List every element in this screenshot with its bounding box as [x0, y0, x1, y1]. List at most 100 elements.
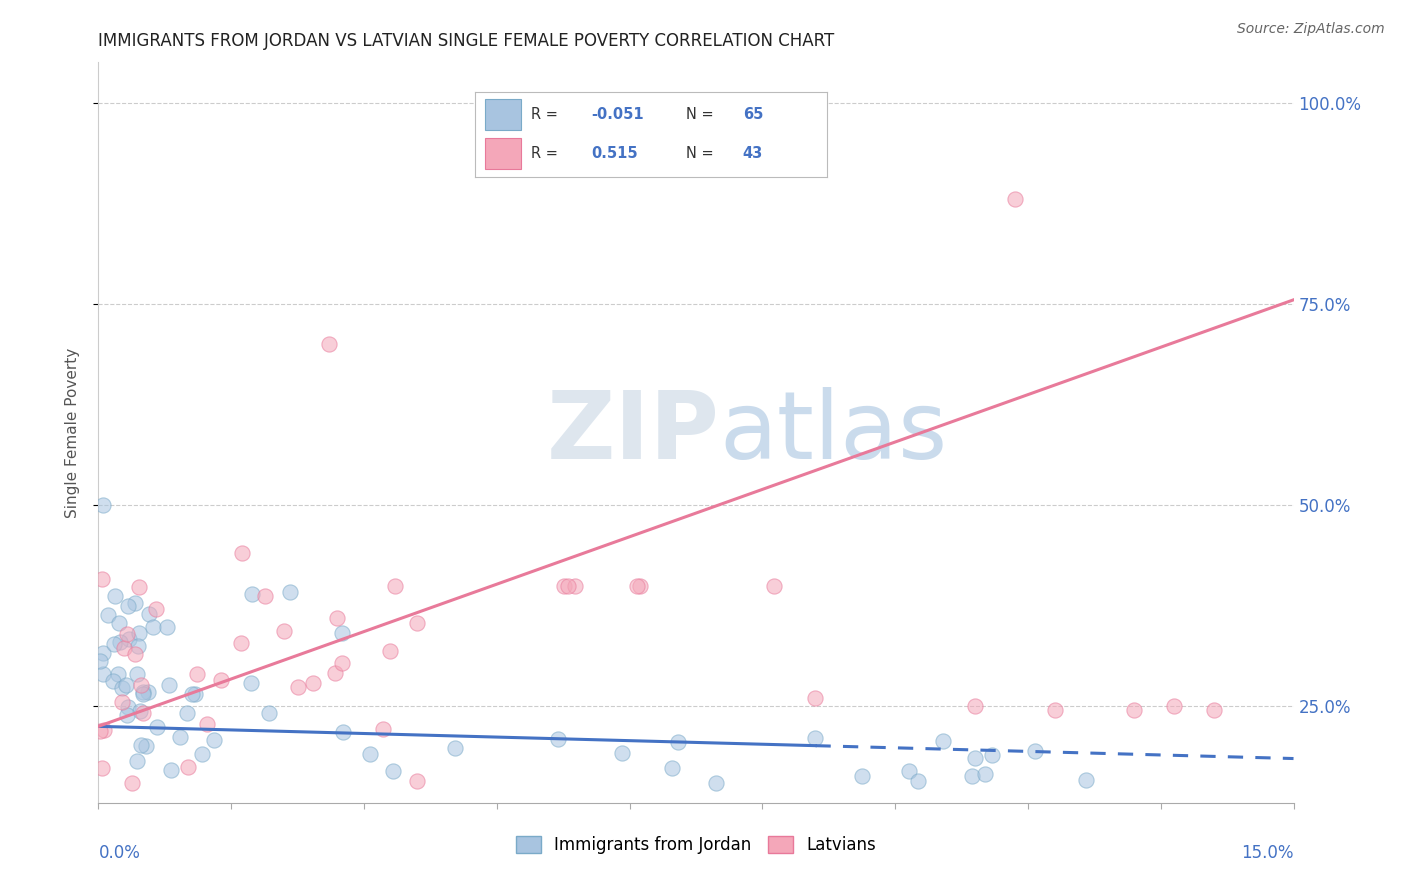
Point: [177, 759, 200, 773]
Point: [180, 687, 202, 701]
Point: [128, 704, 150, 718]
Point: [108, 634, 131, 648]
Point: [406, 773, 429, 788]
Point: [142, 620, 165, 634]
Point: [1004, 192, 1026, 206]
Point: [406, 616, 429, 631]
Point: [131, 687, 153, 701]
Point: [326, 611, 349, 625]
Point: [124, 596, 146, 610]
Point: [302, 675, 325, 690]
Point: [107, 666, 129, 681]
Legend: Immigrants from Jordan, Latvians: Immigrants from Jordan, Latvians: [509, 830, 883, 861]
Text: 15.0%: 15.0%: [1241, 844, 1294, 862]
Text: atlas: atlas: [720, 386, 948, 479]
Point: [980, 747, 1002, 762]
Point: [131, 739, 153, 753]
Point: [253, 590, 276, 604]
Text: IMMIGRANTS FROM JORDAN VS LATVIAN SINGLE FEMALE POVERTY CORRELATION CHART: IMMIGRANTS FROM JORDAN VS LATVIAN SINGLE…: [98, 32, 835, 50]
Point: [90, 572, 112, 586]
Point: [128, 580, 150, 594]
Point: [706, 775, 728, 789]
Point: [626, 578, 648, 592]
Point: [132, 684, 155, 698]
Point: [195, 716, 218, 731]
Point: [1024, 744, 1046, 758]
Point: [127, 639, 149, 653]
Point: [115, 627, 138, 641]
Point: [89, 654, 111, 668]
Point: [135, 739, 157, 754]
Point: [115, 678, 138, 692]
Point: [628, 578, 651, 592]
Point: [240, 676, 263, 690]
Point: [117, 599, 139, 614]
Point: [557, 578, 579, 592]
Point: [111, 681, 134, 695]
Point: [128, 626, 150, 640]
Point: [1202, 703, 1225, 717]
Point: [381, 764, 404, 778]
Point: [932, 734, 955, 748]
Point: [125, 754, 148, 768]
Point: [278, 585, 301, 599]
Point: [156, 619, 179, 633]
Point: [960, 769, 983, 783]
Point: [93, 723, 115, 737]
Point: [332, 656, 354, 670]
Point: [330, 626, 353, 640]
Point: [610, 746, 633, 760]
Point: [332, 724, 354, 739]
Point: [1163, 699, 1185, 714]
Point: [160, 764, 183, 778]
Point: [108, 616, 131, 631]
Point: [169, 730, 191, 744]
Point: [93, 498, 115, 512]
Point: [117, 708, 139, 723]
Point: [763, 578, 786, 592]
Point: [104, 589, 127, 603]
Point: [273, 624, 295, 638]
Point: [132, 706, 155, 721]
Point: [231, 636, 253, 650]
Point: [191, 747, 214, 761]
Point: [129, 678, 152, 692]
Point: [963, 699, 986, 714]
Point: [666, 735, 689, 749]
Point: [804, 691, 827, 706]
Point: [146, 720, 169, 734]
Point: [231, 546, 253, 560]
Point: [118, 632, 141, 647]
Point: [125, 667, 148, 681]
Point: [136, 685, 159, 699]
Point: [257, 706, 280, 721]
Point: [209, 673, 232, 688]
Point: [371, 722, 394, 736]
Point: [101, 673, 124, 688]
Point: [443, 741, 465, 756]
Point: [176, 706, 198, 721]
Point: [380, 644, 402, 658]
Point: [907, 773, 929, 788]
Point: [965, 751, 987, 765]
Point: [359, 747, 381, 762]
Point: [323, 666, 346, 681]
Point: [564, 578, 586, 592]
Point: [547, 732, 569, 747]
Point: [91, 646, 114, 660]
Point: [974, 767, 997, 781]
Point: [186, 667, 208, 681]
Point: [202, 733, 225, 747]
Point: [157, 678, 180, 692]
Point: [90, 761, 112, 775]
Point: [117, 700, 139, 714]
Point: [804, 731, 827, 745]
Point: [103, 637, 125, 651]
Point: [121, 775, 143, 789]
Point: [89, 723, 111, 738]
Point: [384, 578, 406, 592]
Point: [91, 666, 114, 681]
Point: [138, 607, 160, 621]
Text: ZIP: ZIP: [547, 386, 720, 479]
Y-axis label: Single Female Poverty: Single Female Poverty: [65, 348, 80, 517]
